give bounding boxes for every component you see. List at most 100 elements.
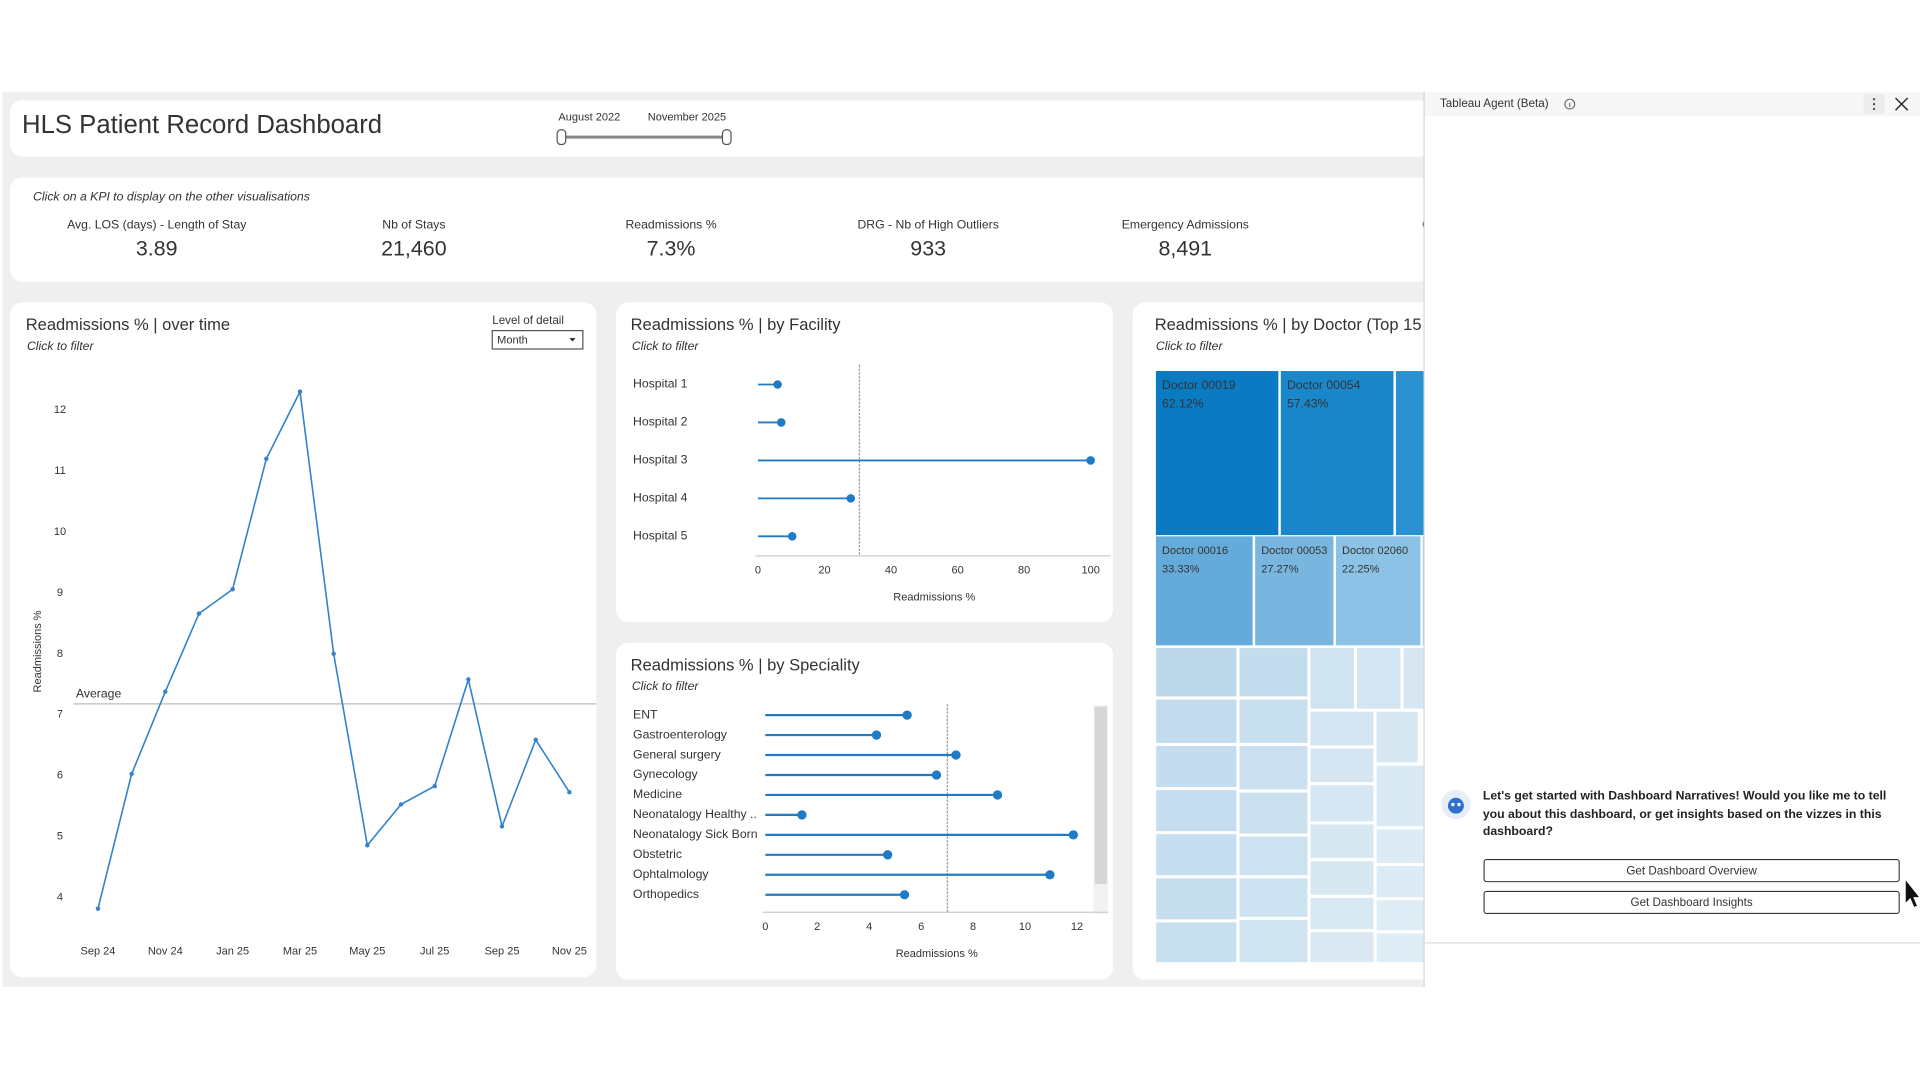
category-label[interactable]: Obstetric	[633, 847, 682, 861]
detail-dropdown[interactable]	[491, 330, 584, 350]
point[interactable]	[230, 587, 235, 592]
category-label[interactable]: Hospital 3	[633, 453, 688, 467]
point[interactable]	[432, 783, 437, 789]
agent-button[interactable]	[1483, 859, 1900, 883]
category-label[interactable]: General surgery	[633, 747, 722, 761]
agent-button-label[interactable]: Get Dashboard Overview	[1626, 864, 1757, 877]
y-tick-label: 7	[57, 709, 63, 721]
doctor-name: Doctor 00019	[1162, 378, 1236, 392]
kpi-value[interactable]: 8,491	[1159, 236, 1213, 260]
point[interactable]	[365, 843, 370, 848]
lollipop-dot[interactable]	[882, 850, 893, 860]
y-tick-label: 8	[57, 648, 63, 660]
point[interactable]	[264, 456, 269, 461]
treemap-cell	[1238, 647, 1309, 698]
agent-button[interactable]	[1483, 890, 1900, 915]
lollipop-dot[interactable]	[846, 494, 856, 503]
lollipop-dot[interactable]	[773, 380, 782, 389]
point[interactable]	[466, 677, 471, 682]
x-tick-label: Jul 25	[420, 945, 449, 957]
category-label[interactable]: Gastroenterology	[633, 727, 728, 741]
lollipop-dot[interactable]	[776, 418, 786, 427]
kpi[interactable]: Avg. LOS (days) - Length of Stay 3.89	[67, 218, 247, 261]
lollipop-dot[interactable]	[931, 770, 942, 780]
doctor-name: Doctor 00054	[1287, 378, 1361, 392]
category-label[interactable]: Ophtalmology	[633, 867, 709, 881]
lollipop-dot[interactable]	[902, 710, 912, 720]
kpi[interactable]: Readmissions % 7.3%	[625, 218, 716, 261]
x-tick-label: 80	[1018, 565, 1030, 577]
lollipop-dot[interactable]	[871, 730, 882, 740]
kpi-label[interactable]: Avg. LOS (days) - Length of Stay	[67, 218, 247, 232]
kpi-value[interactable]: 933	[910, 236, 946, 260]
treemap-cell	[1155, 833, 1238, 876]
kpi-label[interactable]: DRG - Nb of High Outliers	[857, 218, 998, 232]
point[interactable]	[129, 771, 134, 777]
x-tick-label: May 25	[349, 945, 385, 957]
kpi[interactable]: Nb of Stays 21,460	[381, 218, 447, 261]
detail-value[interactable]: Month	[497, 334, 528, 346]
point[interactable]	[533, 737, 538, 743]
category-label[interactable]: Hospital 2	[633, 415, 688, 429]
panel-title: Tableau Agent (Beta)	[1440, 97, 1549, 110]
treemap-cell[interactable]	[1155, 536, 1253, 646]
treemap-cell[interactable]	[1335, 536, 1421, 646]
point[interactable]	[163, 689, 168, 694]
point[interactable]	[196, 611, 202, 616]
kpi-value[interactable]: 21,460	[381, 236, 447, 260]
category-label[interactable]: Hospital 4	[633, 491, 688, 505]
lollipop-dot[interactable]	[899, 890, 910, 900]
kpi-label[interactable]: Emergency Admissions	[1122, 218, 1249, 232]
treemap-cell[interactable]	[1155, 371, 1279, 536]
category-label[interactable]: ENT	[633, 707, 658, 721]
category-label[interactable]: Hospital 1	[633, 377, 688, 391]
point[interactable]	[297, 389, 303, 394]
point[interactable]	[499, 824, 505, 829]
treemap-cell	[1238, 791, 1309, 835]
lollipop-dot[interactable]	[992, 790, 1003, 800]
kpi-value[interactable]: 3.89	[136, 236, 178, 260]
agent-button-label[interactable]: Get Dashboard Insights	[1631, 896, 1753, 909]
kpi[interactable]: DRG - Nb of High Outliers 933	[857, 218, 998, 261]
point[interactable]	[567, 790, 572, 795]
category-label[interactable]: Hospital 5	[633, 529, 688, 543]
avatar-eye	[1457, 802, 1461, 807]
treemap-cell[interactable]	[1280, 371, 1394, 536]
category-label[interactable]: Neonatalogy Sick Born	[633, 827, 758, 841]
kpi-label[interactable]: Readmissions %	[625, 218, 716, 232]
scrollbar[interactable]	[1094, 706, 1107, 885]
point[interactable]	[95, 906, 101, 911]
lollipop-dot[interactable]	[1068, 830, 1079, 840]
lollipop-dot[interactable]	[1045, 870, 1055, 880]
treemap-cell[interactable]	[1255, 536, 1334, 646]
lollipop-dot[interactable]	[1086, 456, 1095, 465]
x-axis-label: Readmissions %	[893, 591, 975, 603]
x-tick-label: 10	[1019, 921, 1031, 933]
x-axis-label: Readmissions %	[896, 948, 978, 960]
doctor-name: Doctor 00053	[1261, 545, 1327, 557]
kpi[interactable]: Emergency Admissions 8,491	[1122, 218, 1249, 261]
menu-dot	[1872, 107, 1876, 111]
info-icon[interactable]	[1564, 98, 1576, 110]
treemap-cell	[1376, 932, 1426, 963]
treemap-cell	[1155, 698, 1238, 744]
close-button[interactable]	[1894, 97, 1909, 111]
lollipop-dot[interactable]	[951, 750, 961, 760]
y-tick-label: 9	[57, 587, 63, 599]
treemap-cell	[1238, 745, 1309, 791]
category-label[interactable]: Neonatalogy Healthy ..	[633, 807, 757, 821]
lollipop-dot[interactable]	[787, 532, 797, 541]
slider-handle-end[interactable]	[721, 129, 732, 146]
category-label[interactable]: Medicine	[633, 787, 682, 801]
treemap-cell	[1238, 919, 1309, 963]
point[interactable]	[398, 802, 404, 807]
point[interactable]	[331, 651, 336, 657]
treemap-cell	[1309, 711, 1375, 747]
lollipop-dot[interactable]	[797, 810, 807, 820]
slider-handle-start[interactable]	[556, 129, 567, 146]
kpi-label[interactable]: Nb of Stays	[382, 218, 445, 232]
category-label[interactable]: Orthopedics	[633, 887, 699, 901]
category-label[interactable]: Gynecology	[633, 767, 698, 781]
y-tick-label: 4	[57, 892, 63, 904]
kpi-value[interactable]: 7.3%	[647, 236, 696, 260]
